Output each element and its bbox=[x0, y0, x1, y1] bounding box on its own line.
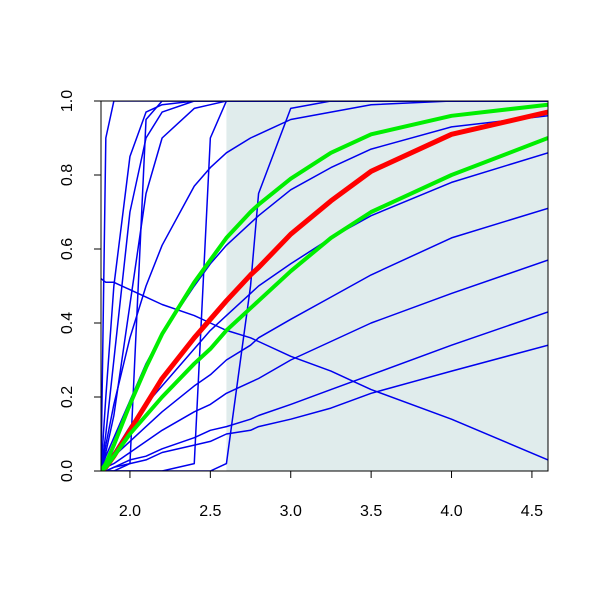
x-tick-label: 2.0 bbox=[119, 503, 141, 520]
series-line bbox=[101, 344, 548, 471]
series-line bbox=[101, 101, 548, 471]
series-line bbox=[101, 115, 548, 471]
y-tick-label: 0.2 bbox=[59, 386, 76, 408]
y-tick-label: 0.4 bbox=[59, 312, 76, 334]
y-tick-label: 0.6 bbox=[59, 238, 76, 260]
x-tick-label: 4.0 bbox=[440, 503, 462, 520]
plot-frame bbox=[100, 100, 549, 472]
y-tick-label: 0.8 bbox=[59, 164, 76, 186]
y-tick-label: 1.0 bbox=[59, 90, 76, 112]
x-tick-label: 3.0 bbox=[280, 503, 302, 520]
series-line bbox=[101, 259, 548, 471]
x-tick-label: 2.5 bbox=[199, 503, 221, 520]
series-line bbox=[101, 311, 548, 471]
series-line bbox=[101, 101, 548, 471]
series-line bbox=[101, 101, 548, 471]
x-tick-label: 4.5 bbox=[521, 503, 543, 520]
series-line bbox=[101, 278, 548, 461]
x-tick-label: 3.5 bbox=[360, 503, 382, 520]
series-line bbox=[101, 101, 548, 471]
axes: 2.0 2.5 3.0 3.5 4.0 4.5 0.0 0.2 0.4 0.6 0.8 1.0 bbox=[59, 90, 549, 520]
series-line bbox=[101, 101, 548, 471]
series-line bbox=[101, 136, 548, 471]
series-line bbox=[101, 102, 548, 471]
y-tick-label: 0.0 bbox=[59, 460, 76, 482]
series-line bbox=[101, 101, 548, 471]
series-line bbox=[101, 207, 548, 471]
plot-area bbox=[101, 101, 548, 471]
